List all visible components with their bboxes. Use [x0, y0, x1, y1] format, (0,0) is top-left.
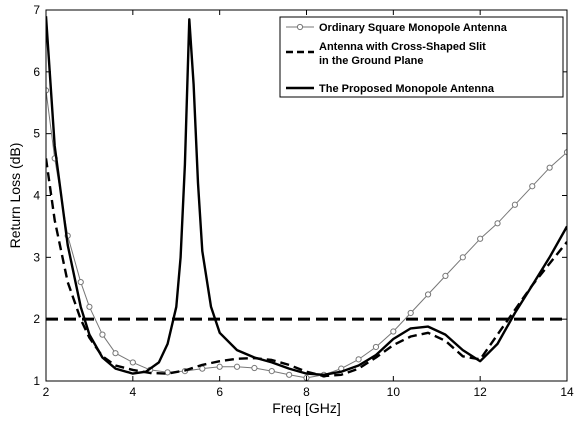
y-tick-label: 2	[33, 312, 40, 326]
legend-label-3: The Proposed Monopole Antenna	[319, 83, 495, 95]
series-1-marker	[546, 164, 553, 171]
series-line-1	[46, 90, 567, 379]
series-1-marker	[563, 149, 567, 156]
legend-marker-1	[296, 23, 304, 31]
series-1-marker	[390, 328, 397, 335]
series-1-marker	[112, 350, 119, 357]
series-1-marker	[477, 235, 484, 242]
x-axis-label: Freq [GHz]	[272, 400, 340, 416]
x-tick-label: 14	[560, 385, 574, 399]
y-tick-label: 7	[33, 3, 40, 17]
series-1-marker	[233, 363, 241, 370]
plot-area	[46, 16, 567, 381]
series-1-marker	[286, 371, 293, 378]
series-1-marker	[355, 356, 362, 363]
x-tick-label: 2	[43, 385, 50, 399]
series-line-2	[46, 158, 567, 378]
series-1-marker	[511, 201, 519, 208]
series-1-marker	[424, 291, 432, 298]
series-1-marker	[199, 365, 206, 372]
x-tick-label: 4	[129, 385, 136, 399]
series-1-marker	[494, 220, 501, 227]
series-1-marker	[251, 364, 258, 372]
y-axis-label: Return Loss (dB)	[7, 143, 23, 249]
y-tick-label: 3	[33, 250, 40, 264]
legend-label-2: Antenna with Cross-Shaped Slit in the Gro…	[319, 41, 486, 67]
x-tick-label: 8	[303, 385, 310, 399]
y-tick-label: 4	[33, 189, 40, 203]
legend-label-1: Ordinary Square Monopole Antenna	[319, 22, 508, 34]
series-1-marker	[407, 309, 414, 317]
series-1-marker	[99, 331, 106, 338]
legend: Ordinary Square Monopole Antenna Antenna …	[279, 16, 564, 98]
legend-box	[279, 16, 564, 98]
series-1-marker	[372, 343, 380, 351]
x-tick-label: 10	[387, 385, 401, 399]
series-1-marker	[216, 363, 223, 370]
series-line-3	[46, 16, 567, 376]
y-tick-label: 1	[33, 374, 40, 388]
series-1-marker	[77, 278, 84, 286]
series-1-marker	[459, 254, 466, 261]
series-1-marker	[268, 368, 275, 375]
series-1-marker	[164, 369, 171, 376]
series-1-marker	[529, 183, 536, 190]
series-1-marker	[86, 303, 93, 310]
y-tick-label: 6	[33, 65, 40, 79]
series-1-marker	[129, 359, 136, 366]
series-1-marker	[442, 272, 449, 279]
x-tick-label: 6	[216, 385, 223, 399]
y-tick-label: 5	[33, 127, 40, 141]
x-tick-label: 12	[473, 385, 487, 399]
